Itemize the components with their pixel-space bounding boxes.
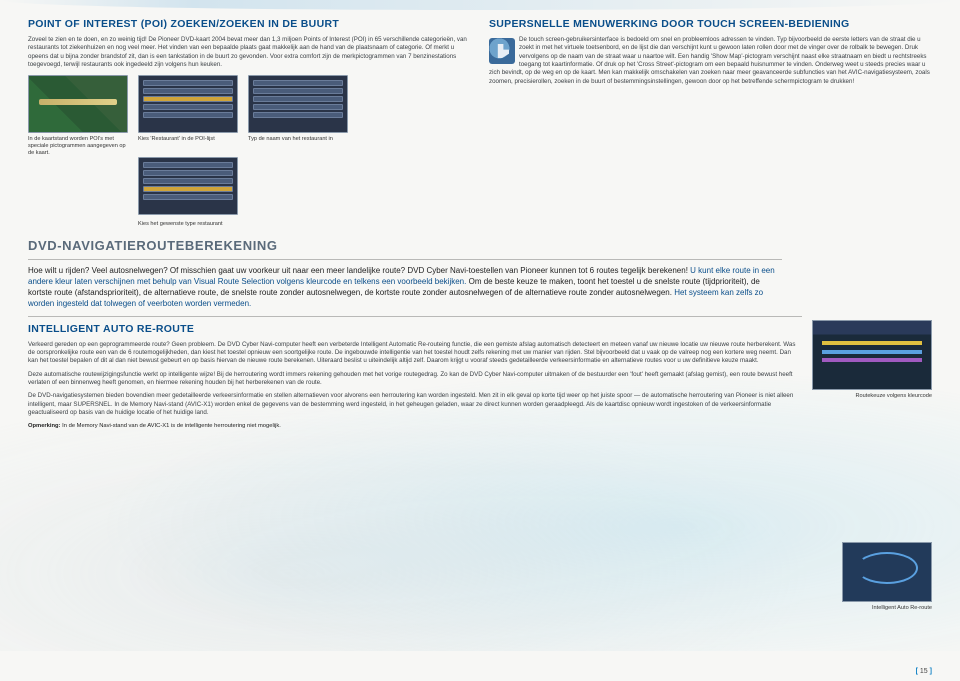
bracket-close: ] [930,668,932,675]
poi-thumb-3-image [248,75,348,133]
auto-note-label: Opmerking: [28,423,61,429]
auto-p3: De DVD-navigatiesystemen bieden bovendie… [28,392,802,417]
poi-thumb-1-caption: In de kaartstand worden POI's met specia… [28,136,128,157]
touch-title: SUPERSNELLE MENUWERKING DOOR TOUCH SCREE… [489,18,932,30]
auto-separator-top [28,316,802,317]
poi-thumb-2: Kies 'Restaurant' in de POI-lijst [138,75,238,157]
poi-thumbnails-row: In de kaartstand worden POI's met specia… [28,75,471,157]
poi-thumb-4: Kies het gewenste type restaurant [138,157,238,228]
poi-title: POINT OF INTEREST (POI) ZOEKEN/ZOEKEN IN… [28,18,471,30]
dvd-separator [28,259,782,260]
auto-p2: Deze automatische routewijzigingsfunctie… [28,371,802,388]
dvd-p1a: Hoe wilt u rijden? Veel autosnelwegen? O… [28,266,688,275]
poi-thumb-3-caption: Typ de naam van het restaurant in [248,136,348,143]
touch-body: De touch screen-gebruikersinterface is b… [489,36,932,86]
poi-body: Zoveel te zien en te doen, en zo weinig … [28,36,471,69]
poi-thumb-1-image [28,75,128,133]
section-auto-reroute: INTELLIGENT AUTO RE-ROUTE Verkeerd gered… [28,316,932,430]
touch-finger-icon [489,38,515,64]
auto-note-body: In de Memory Navi-stand van de AVIC-X1 i… [62,423,281,429]
touch-right-column: SUPERSNELLE MENUWERKING DOOR TOUCH SCREE… [489,18,932,228]
dvd-body: Hoe wilt u rijden? Veel autosnelwegen? O… [28,266,782,309]
poi-left-column: POINT OF INTEREST (POI) ZOEKEN/ZOEKEN IN… [28,18,471,228]
section-poi: POINT OF INTEREST (POI) ZOEKEN/ZOEKEN IN… [28,18,932,228]
page-footer: [ 15 ] [916,668,932,675]
touch-body-wrap: De touch screen-gebruikersinterface is b… [489,36,932,86]
route-selection-caption: Routekeuze volgens kleurcode [812,393,932,399]
poi-thumb-3: Typ de naam van het restaurant in [248,75,348,157]
auto-reroute-caption: Intelligent Auto Re-route [842,605,932,611]
poi-thumb-1: In de kaartstand worden POI's met specia… [28,75,128,157]
section-dvd-nav: DVD-NAVIGATIEROUTEBEREKENING Hoe wilt u … [28,238,932,309]
auto-reroute-figure: Intelligent Auto Re-route [842,542,932,611]
auto-note: Opmerking: In de Memory Navi-stand van d… [28,423,802,429]
page-content: POINT OF INTEREST (POI) ZOEKEN/ZOEKEN IN… [0,0,960,681]
auto-title: INTELLIGENT AUTO RE-ROUTE [28,323,802,335]
route-selection-image [812,320,932,390]
poi-thumb-2-image [138,75,238,133]
auto-p1: Verkeerd gereden op een geprogrammeerde … [28,341,802,366]
poi-thumb-4-image [138,157,238,215]
route-selection-figure: Routekeuze volgens kleurcode [812,320,932,399]
page-number: 15 [920,668,928,675]
poi-thumb-2-caption: Kies 'Restaurant' in de POI-lijst [138,136,238,143]
poi-thumb-4-caption: Kies het gewenste type restaurant [138,221,238,228]
dvd-title: DVD-NAVIGATIEROUTEBEREKENING [28,238,782,253]
auto-reroute-image [842,542,932,602]
